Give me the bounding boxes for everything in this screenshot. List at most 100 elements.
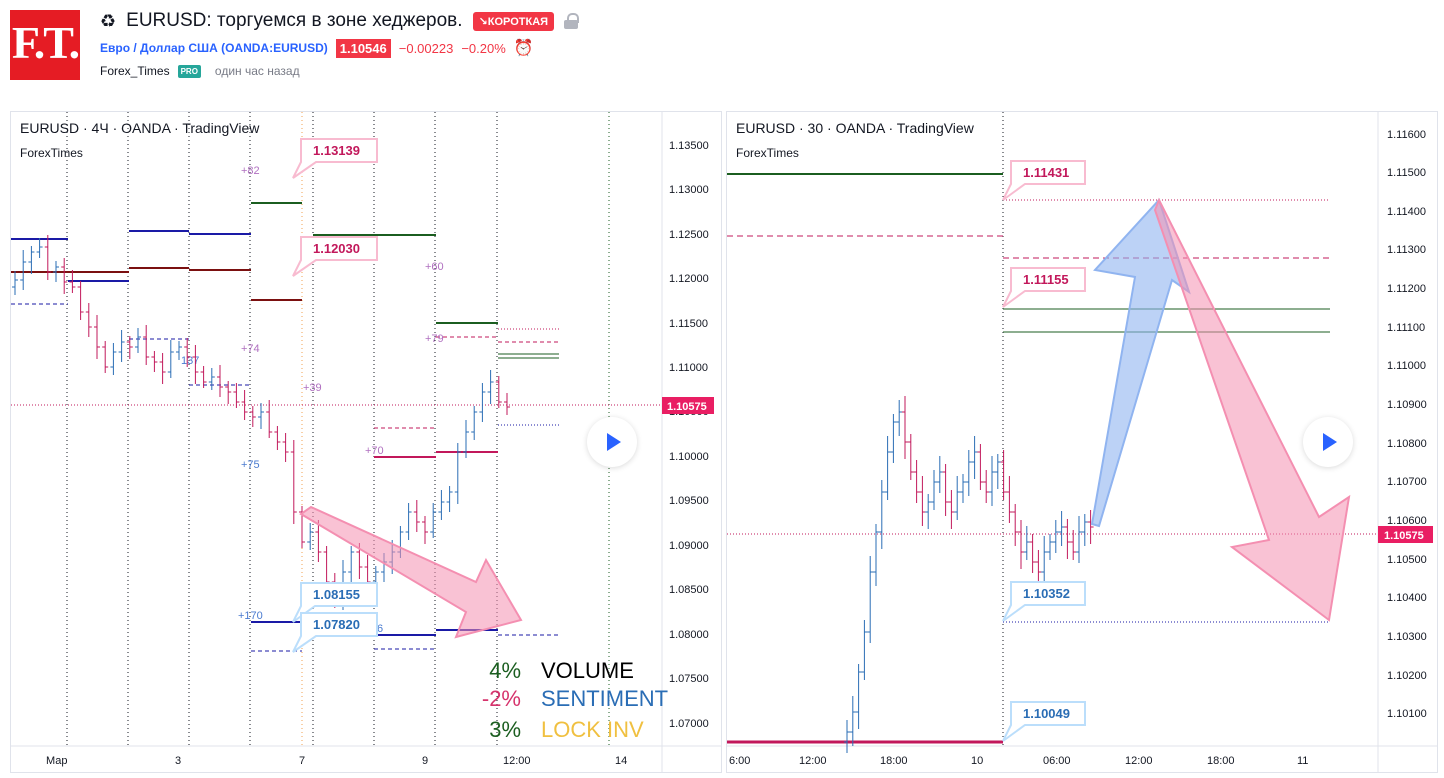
author-link[interactable]: Forex_Times (100, 64, 170, 78)
ohlc-bar (249, 406, 256, 427)
chart-30m[interactable]: 1.11431 1.11155 1.10352 1.10049 1.11600 … (726, 111, 1438, 773)
ohlc-bar (348, 546, 355, 582)
svg-text:1.10575: 1.10575 (1384, 530, 1424, 542)
ohlc-bar (971, 436, 978, 479)
ohlc-bar (315, 520, 322, 562)
callout-1.11155: 1.11155 (1002, 267, 1086, 308)
y-tick: 1.10900 (1387, 399, 1427, 411)
ohlc-bar (135, 328, 141, 353)
callout-1.12030: 1.12030 (292, 236, 378, 277)
ohlc-bar (948, 490, 955, 529)
ohlc-bar (1023, 526, 1030, 560)
callout-1.07820: 1.07820 (292, 612, 378, 653)
ohlc-bar (159, 353, 166, 384)
y-tick: 1.11200 (1387, 283, 1426, 295)
ohlc-bar (965, 450, 972, 496)
chart-4h-canvas[interactable]: +82 +74 +39 +75 +170 +60 +79 +70 137 6 1… (11, 112, 722, 773)
ohlc-bar (44, 235, 51, 280)
chart-4h-legend: EURUSD · 4Ч · OANDA · TradingView (20, 120, 260, 136)
play-button[interactable] (1303, 417, 1353, 467)
ohlc-bar (200, 366, 207, 388)
svg-text:1.07820: 1.07820 (313, 617, 360, 632)
lock-icon (564, 13, 580, 29)
ohlc-bar (1076, 516, 1082, 563)
volume-value: 4% (489, 658, 521, 683)
price-axis-30m[interactable]: 1.11600 1.11500 1.11400 1.11300 1.11200 … (1387, 129, 1427, 720)
ohlc-bar (1012, 504, 1019, 546)
x-tick: 18:00 (1207, 755, 1235, 767)
level-label: +75 (241, 459, 260, 471)
ohlc-bar (902, 396, 908, 459)
y-tick: 1.11400 (1387, 206, 1426, 218)
forecast-arrow-down (299, 505, 523, 639)
y-tick: 1.10100 (1387, 708, 1427, 720)
ohlc-bar (258, 403, 264, 429)
callout-1.10352: 1.10352 (1002, 581, 1086, 622)
ohlc-bar (290, 440, 297, 524)
time-axis-4h[interactable]: Мар 3 7 9 12:00 14 (46, 755, 627, 767)
x-tick: 9 (422, 755, 428, 767)
recycle-icon: ♻ (100, 10, 117, 31)
ohlc-bar (1052, 520, 1059, 553)
ohlc-bar (126, 336, 133, 359)
forex-times-logo[interactable]: F.T. (10, 10, 80, 80)
lock-inv-value: 3% (489, 717, 521, 742)
ohlc-bar (217, 365, 223, 397)
y-tick: 1.09500 (669, 495, 709, 507)
chart-4h[interactable]: +82 +74 +39 +75 +170 +60 +79 +70 137 6 1… (10, 111, 722, 773)
y-tick: 1.08000 (669, 629, 709, 641)
ohlc-bar (69, 270, 76, 293)
x-tick: Мар (46, 755, 68, 767)
y-tick: 1.10800 (1387, 438, 1427, 450)
price-bars-30m (844, 396, 1094, 753)
ohlc-bar (1087, 510, 1094, 544)
ohlc-bar (1029, 534, 1036, 573)
play-button[interactable] (587, 417, 637, 467)
x-tick: 18:00 (880, 755, 908, 767)
ohlc-bar (77, 281, 84, 320)
svg-text:1.12030: 1.12030 (313, 241, 360, 256)
symbol-row: Евро / Доллар США (OANDA:EURUSD) 1.10546… (100, 38, 534, 58)
price-badge: 1.10546 (335, 38, 391, 58)
ohlc-bar (233, 383, 240, 408)
y-tick: 1.11500 (1387, 167, 1426, 179)
y-tick: 1.11100 (1387, 322, 1425, 334)
ohlc-bar (861, 620, 868, 680)
y-tick: 1.11000 (1387, 360, 1426, 372)
ohlc-bar (463, 420, 469, 458)
ohlc-bar (849, 696, 856, 746)
x-tick: 14 (615, 755, 627, 767)
ohlc-bar (936, 456, 943, 493)
ohlc-bar (94, 315, 100, 359)
x-tick: 11 (1297, 755, 1308, 767)
y-tick: 1.13000 (669, 184, 709, 196)
x-tick: 06:00 (1043, 755, 1071, 767)
ohlc-bar (913, 460, 920, 503)
y-tick: 1.11000 (669, 362, 708, 374)
y-tick: 1.10300 (1387, 631, 1427, 643)
chart-30m-canvas[interactable]: 1.11431 1.11155 1.10352 1.10049 1.11600 … (727, 112, 1438, 773)
sentiment-label: SENTIMENT (541, 686, 668, 711)
price-axis-4h[interactable]: 1.13500 1.13000 1.12500 1.12000 1.11500 … (669, 140, 709, 730)
symbol-link[interactable]: Евро / Доллар США (OANDA:EURUSD) (100, 41, 328, 55)
y-tick: 1.11600 (1387, 129, 1426, 141)
level-label: +170 (238, 610, 263, 622)
ohlc-bar (53, 261, 59, 282)
ohlc-bar (925, 494, 932, 529)
last-price-badge-30m: 1.10575 (1378, 526, 1433, 543)
ohlc-bar (118, 330, 125, 362)
ohlc-bar (241, 390, 248, 420)
ohlc-bar (20, 250, 27, 290)
ohlc-bar (208, 368, 215, 390)
ohlc-bar (1035, 550, 1042, 586)
ohlc-bar (884, 436, 891, 500)
y-tick: 1.13500 (669, 140, 709, 152)
ohlc-bar (430, 503, 437, 538)
alarm-clock-icon[interactable]: ⏰ (513, 40, 534, 57)
svg-text:1.10352: 1.10352 (1023, 586, 1070, 601)
time-axis-30m[interactable]: 6:00 12:00 18:00 10 06:00 12:00 18:00 11 (729, 755, 1308, 767)
y-tick: 1.10500 (1387, 554, 1427, 566)
ohlc-bar (989, 456, 995, 506)
idea-title: EURUSD: торгуемся в зоне хеджеров. (126, 10, 463, 31)
ohlc-bar (960, 474, 966, 503)
